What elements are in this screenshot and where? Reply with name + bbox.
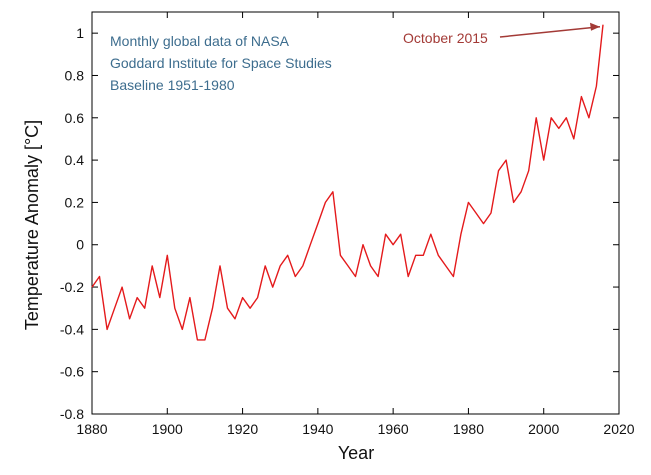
- x-axis-label: Year: [338, 443, 374, 463]
- temperature-anomaly-series-line: [91, 24, 604, 341]
- x-tick-label: 1920: [227, 421, 258, 437]
- x-tick-label: 2020: [603, 421, 634, 437]
- x-tick-label: 1980: [453, 421, 484, 437]
- annotation-line-3: Baseline 1951-1980: [110, 77, 235, 93]
- x-tick-label: 2000: [528, 421, 559, 437]
- y-tick-label: -0.6: [60, 364, 84, 380]
- axes-frame: [91, 11, 620, 415]
- arrow-shaft: [499, 25, 601, 38]
- annotation-line-2: Goddard Institute for Space Studies: [110, 55, 332, 71]
- y-tick-label: -0.8: [60, 406, 84, 422]
- y-tick-label: 0.8: [65, 67, 85, 83]
- x-tick-label: 1960: [378, 421, 409, 437]
- y-tick-label: -0.2: [60, 279, 84, 295]
- y-tick-label: 0.2: [65, 194, 85, 210]
- arrow-head: [590, 22, 601, 31]
- y-tick-label: 0: [76, 237, 84, 253]
- y-tick-label: 0.6: [65, 110, 85, 126]
- y-tick-label: 1: [76, 25, 84, 41]
- y-axis-label: Temperature Anomaly [°C]: [22, 120, 42, 330]
- october-2015-label: October 2015: [403, 30, 488, 46]
- y-tick-label: 0.4: [65, 152, 85, 168]
- x-tick-label: 1900: [152, 421, 183, 437]
- october-2015-arrow: [499, 22, 601, 38]
- annotation-line-1: Monthly global data of NASA: [110, 33, 290, 49]
- x-tick-label: 1940: [302, 421, 333, 437]
- x-tick-label: 1880: [76, 421, 107, 437]
- plot-area: 1880 1900 1920 1940 1960 1980 2000 2020 -0.8 -0.6…: [60, 11, 635, 437]
- y-tick-label: -0.4: [60, 321, 84, 337]
